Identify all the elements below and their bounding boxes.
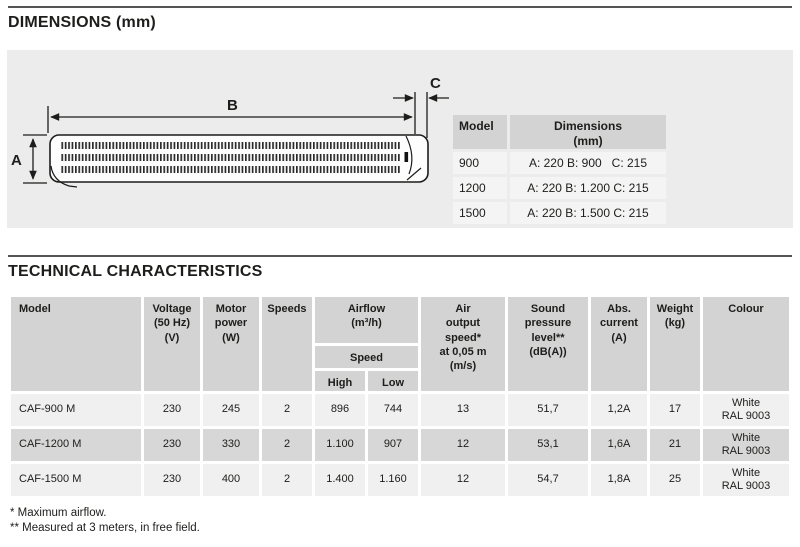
col-header-air-output-speed: Air output speed* at 0,05 m (m/s): [421, 297, 505, 391]
cell-motor-power: 400: [203, 464, 259, 496]
technical-section-title: TECHNICAL CHARACTERISTICS: [8, 263, 263, 280]
cell-abs-current: 1,8A: [591, 464, 647, 496]
cell-voltage: 230: [144, 464, 200, 496]
section-divider: [8, 255, 792, 257]
table-row-caf-1500: CAF-1500 M 230 400 2 1.400 1.160 12 54,7…: [11, 464, 789, 496]
col-header-model: Model: [11, 297, 141, 391]
dims-values: A: 220 B: 900 C: 215: [510, 152, 666, 174]
dimensions-panel: B C A Model Dimensions (mm): [7, 50, 793, 228]
footnotes: * Maximum airflow. ** Measured at 3 mete…: [10, 506, 200, 536]
cell-airflow-high: 1.100: [315, 429, 365, 461]
cell-airflow-high: 896: [315, 394, 365, 426]
dims-model: 900: [453, 152, 507, 174]
cell-abs-current: 1,2A: [591, 394, 647, 426]
air-curtain-unit: [49, 134, 429, 188]
footnote-maximum-airflow: * Maximum airflow.: [10, 507, 107, 519]
cell-airflow-low: 1.160: [368, 464, 418, 496]
cell-abs-current: 1,6A: [591, 429, 647, 461]
table-row-caf-900: CAF-900 M 230 245 2 896 744 13 51,7 1,2A…: [11, 394, 789, 426]
dimension-b: [47, 92, 416, 134]
cell-motor-power: 330: [203, 429, 259, 461]
cell-colour: White RAL 9003: [703, 429, 789, 461]
col-header-voltage: Voltage (50 Hz) (V): [144, 297, 200, 391]
top-divider: [8, 6, 792, 8]
col-header-low: Low: [368, 371, 418, 391]
col-header-sound-pressure: Sound pressure level** (dB(A)): [508, 297, 588, 391]
cell-weight: 17: [650, 394, 700, 426]
dims-table-row: 1500 A: 220 B: 1.500 C: 215: [453, 202, 666, 224]
cell-speeds: 2: [262, 429, 312, 461]
dims-table-row: 900 A: 220 B: 900 C: 215: [453, 152, 666, 174]
cell-airflow-low: 744: [368, 394, 418, 426]
cell-air-output: 13: [421, 394, 505, 426]
col-header-abs-current: Abs. current (A): [591, 297, 647, 391]
cell-model: CAF-1200 M: [11, 429, 141, 461]
dimension-c: [393, 92, 449, 138]
technical-characteristics-table: Model Voltage (50 Hz) (V) Motor power (W…: [8, 294, 792, 499]
dims-col-header-dimensions: Dimensions (mm): [510, 115, 666, 149]
cell-weight: 21: [650, 429, 700, 461]
cell-sound: 51,7: [508, 394, 588, 426]
dimension-a-label: A: [11, 152, 22, 169]
cell-voltage: 230: [144, 394, 200, 426]
col-header-motor-power: Motor power (W): [203, 297, 259, 391]
table-row-caf-1200: CAF-1200 M 230 330 2 1.100 907 12 53,1 1…: [11, 429, 789, 461]
cell-air-output: 12: [421, 464, 505, 496]
dimensions-section-title: DIMENSIONS (mm): [8, 14, 156, 31]
dims-values: A: 220 B: 1.200 C: 215: [510, 177, 666, 199]
cell-motor-power: 245: [203, 394, 259, 426]
cell-voltage: 230: [144, 429, 200, 461]
dimensions-table: Model Dimensions (mm) 900 A: 220 B: 900 …: [450, 112, 669, 227]
cell-colour: White RAL 9003: [703, 394, 789, 426]
footnote-measured-at-3-meters: ** Measured at 3 meters, in free field.: [10, 521, 200, 534]
dims-col-header-model: Model: [453, 115, 507, 149]
dimension-b-label: B: [227, 97, 238, 114]
col-header-high: High: [315, 371, 365, 391]
dims-values: A: 220 B: 1.500 C: 215: [510, 202, 666, 224]
unit-dimension-drawing: B C A: [11, 75, 449, 188]
cell-colour: White RAL 9003: [703, 464, 789, 496]
cell-weight: 25: [650, 464, 700, 496]
dims-model: 1500: [453, 202, 507, 224]
grille-row: [61, 142, 401, 149]
cell-model: CAF-900 M: [11, 394, 141, 426]
cell-sound: 54,7: [508, 464, 588, 496]
dimension-a: [23, 134, 47, 184]
dims-table-row: 1200 A: 220 B: 1.200 C: 215: [453, 177, 666, 199]
power-switch: [404, 152, 409, 162]
grille-row: [61, 166, 401, 173]
cell-speeds: 2: [262, 394, 312, 426]
cell-air-output: 12: [421, 429, 505, 461]
dims-model: 1200: [453, 177, 507, 199]
cell-airflow-high: 1.400: [315, 464, 365, 496]
grille-row: [61, 154, 401, 161]
col-header-weight: Weight (kg): [650, 297, 700, 391]
col-header-colour: Colour: [703, 297, 789, 391]
cell-model: CAF-1500 M: [11, 464, 141, 496]
col-header-airflow: Airflow (m³/h): [315, 297, 418, 343]
col-header-speed: Speed: [315, 346, 418, 368]
cell-speeds: 2: [262, 464, 312, 496]
col-header-speeds: Speeds: [262, 297, 312, 391]
cell-sound: 53,1: [508, 429, 588, 461]
dimension-c-label: C: [430, 75, 441, 92]
cell-airflow-low: 907: [368, 429, 418, 461]
